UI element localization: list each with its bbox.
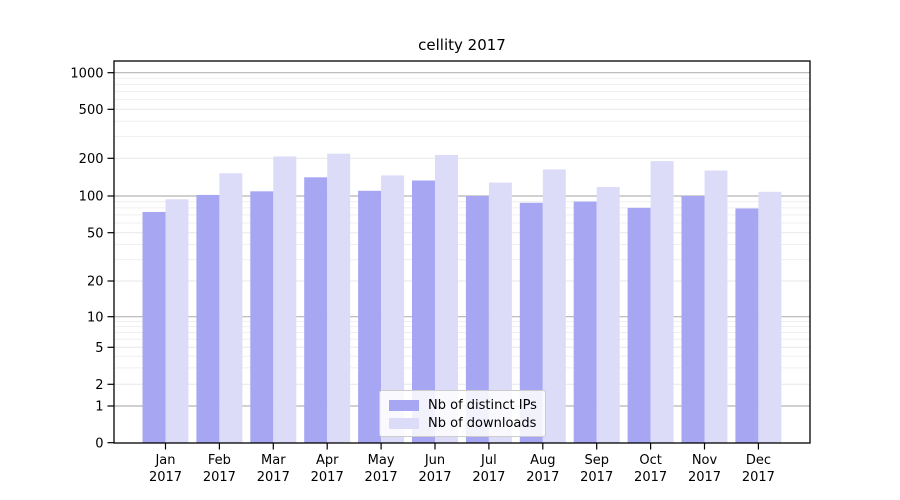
y-tick-label: 200 (79, 152, 104, 167)
y-tick-label: 100 (79, 190, 104, 205)
bar-distinct-ips-may (358, 190, 382, 443)
x-tick-label-year: 2017 (311, 470, 344, 485)
legend-swatch-distinct-ips (389, 399, 419, 411)
y-tick-label: 20 (87, 275, 104, 290)
x-tick-label-month: Oct (639, 453, 661, 468)
bar-downloads-apr (327, 153, 351, 443)
x-tick-label-year: 2017 (257, 470, 290, 485)
bar-downloads-sep (596, 186, 620, 443)
y-tick-label: 5 (95, 341, 103, 356)
y-tick-label: 1 (95, 400, 103, 415)
bar-distinct-ips-jan (142, 211, 166, 443)
x-tick-label-month: Jan (154, 453, 175, 468)
bar-distinct-ips-sep (573, 201, 597, 443)
x-tick-label-year: 2017 (634, 470, 667, 485)
bar-distinct-ips-nov (681, 196, 705, 443)
bar-downloads-dec (758, 191, 782, 443)
bar-downloads-aug (542, 169, 566, 443)
x-tick-label-year: 2017 (203, 470, 236, 485)
bar-distinct-ips-dec (735, 208, 759, 443)
bar-downloads-mar (273, 156, 297, 443)
y-tick-label: 2 (95, 378, 103, 393)
x-tick-label-month: Apr (316, 453, 339, 468)
legend: Nb of distinct IPs Nb of downloads (379, 390, 546, 437)
y-tick-label: 0 (95, 436, 103, 451)
y-tick-label: 50 (87, 226, 104, 241)
bar-downloads-nov (704, 170, 728, 443)
bar-downloads-jun (435, 154, 458, 444)
legend-label-distinct-ips: Nb of distinct IPs (428, 397, 537, 413)
x-tick-label-month: Dec (746, 453, 771, 468)
bar-downloads-jan (165, 199, 189, 443)
x-tick-label-month: Mar (261, 453, 286, 468)
bar-downloads-oct (650, 161, 674, 443)
x-tick-label-month: Jun (424, 453, 445, 468)
x-tick-label-year: 2017 (580, 470, 613, 485)
bar-downloads-feb (219, 173, 243, 444)
x-tick-label-month: Aug (530, 453, 555, 468)
legend-item-downloads: Nb of downloads (389, 415, 536, 431)
legend-item-distinct-ips: Nb of distinct IPs (389, 397, 537, 413)
x-tick-label-year: 2017 (365, 470, 398, 485)
bar-distinct-ips-jul (465, 196, 489, 443)
x-tick-label-month: May (368, 453, 395, 468)
x-tick-label-year: 2017 (526, 470, 559, 485)
chart-title: cellity 2017 (418, 36, 506, 54)
bar-distinct-ips-jun (412, 180, 435, 443)
bar-distinct-ips-aug (519, 202, 543, 443)
x-tick-label-year: 2017 (472, 470, 505, 485)
y-tick-label: 500 (79, 103, 104, 118)
x-tick-label-month: Jul (480, 453, 497, 468)
bar-distinct-ips-oct (627, 207, 651, 443)
x-tick-label-month: Feb (208, 453, 231, 468)
x-tick-label-month: Sep (584, 453, 609, 468)
bar-distinct-ips-feb (196, 194, 220, 443)
bar-downloads-jul (488, 182, 512, 444)
x-tick-label-year: 2017 (742, 470, 775, 485)
bar-downloads-may (381, 175, 405, 443)
bar-distinct-ips-apr (304, 177, 328, 443)
x-tick-label-year: 2017 (418, 470, 451, 485)
y-tick-label: 1000 (70, 66, 103, 81)
x-tick-label-year: 2017 (149, 470, 182, 485)
x-tick-label-year: 2017 (688, 470, 721, 485)
plot-frame (113, 60, 811, 444)
x-tick-label-month: Nov (692, 453, 718, 468)
bar-distinct-ips-mar (250, 191, 274, 443)
legend-label-downloads: Nb of downloads (428, 415, 537, 431)
legend-swatch-downloads (389, 417, 419, 429)
y-tick-label: 10 (87, 310, 104, 325)
